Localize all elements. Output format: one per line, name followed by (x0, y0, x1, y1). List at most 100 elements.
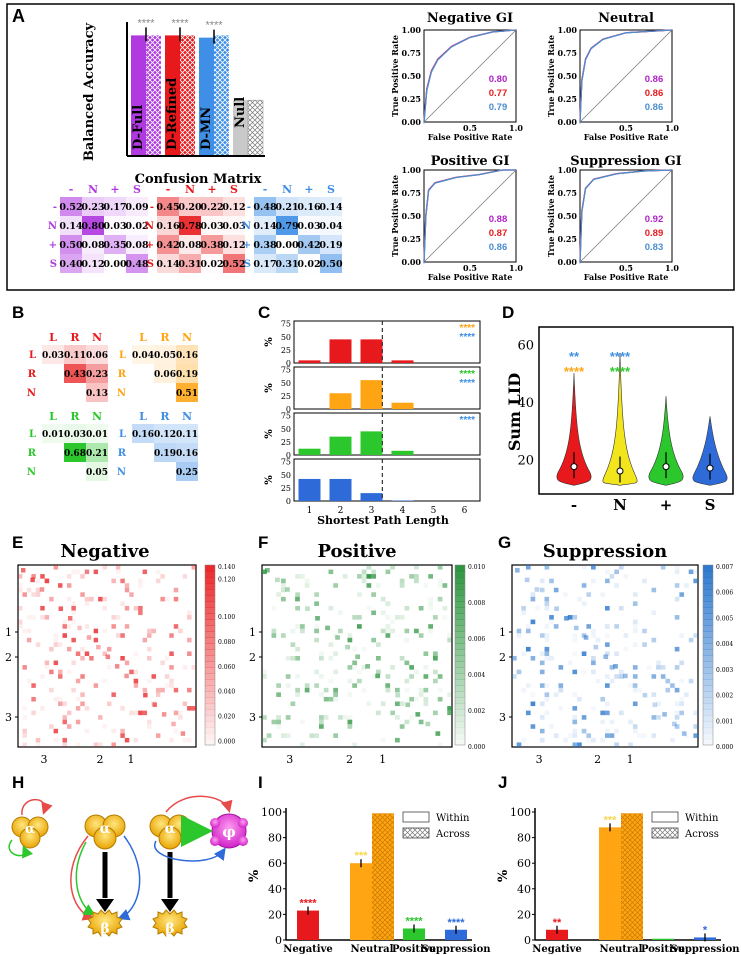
b-row-label: N (27, 388, 36, 399)
b-cell (86, 443, 108, 462)
heatmap-cell (674, 687, 680, 693)
d-xtick: - (571, 496, 577, 514)
heatmap-cell (525, 565, 531, 570)
significance: **** (447, 917, 465, 929)
heatmap-cell (414, 628, 419, 634)
heatmap-ytick: 2 (249, 651, 256, 664)
b-value: 0.11 (176, 430, 198, 440)
d-ytick: 60 (517, 338, 534, 353)
heatmap-cell (187, 651, 192, 656)
heatmap-cell (404, 678, 410, 684)
heatmap-cell (632, 624, 638, 629)
conf-value: 0.20 (178, 202, 202, 213)
violin-2 (648, 396, 684, 486)
heatmap-cell (66, 596, 72, 602)
conf-value: 0.22 (200, 202, 223, 213)
heatmap-cell (319, 656, 324, 661)
legend-within-label: Within (685, 813, 719, 824)
heatmap-cell (516, 628, 522, 634)
heatmap-cell (605, 605, 610, 611)
conf-value: 0.00 (275, 240, 299, 251)
heatmap-cell (591, 578, 596, 584)
heatmap-cell (191, 706, 196, 711)
heatmap-cell (40, 605, 45, 611)
conf-value: 0.03 (297, 221, 320, 232)
b-value: 0.12 (154, 430, 176, 440)
colorbar-segment (455, 667, 465, 674)
conf-cell (298, 197, 320, 216)
heatmap-diag-cell (21, 568, 26, 573)
heatmap-cell (319, 692, 324, 697)
heatmap-ytick: 3 (249, 711, 256, 724)
conf-cell (298, 235, 320, 254)
colorbar-segment (455, 685, 465, 692)
heatmap-cell (642, 642, 647, 647)
heatmap-ytick: 3 (499, 711, 506, 724)
heatmap-cell (605, 710, 610, 716)
ylabel: % (247, 869, 262, 882)
c-ytick: 0 (286, 359, 291, 368)
heatmap-cell (423, 583, 429, 588)
heatmap-cell (688, 569, 694, 575)
b-row-label: N (117, 388, 126, 399)
roc-ytick: 0.00 (402, 257, 422, 267)
conf-value: 0.78 (178, 221, 202, 232)
roc-auc: 0.77 (489, 88, 508, 99)
heatmap-cell (26, 615, 32, 620)
colorbar-segment (205, 565, 215, 572)
heatmap-cell (679, 660, 685, 666)
heatmap-cell (371, 637, 376, 643)
heatmap-diag-cell (375, 673, 381, 679)
conf-value: 0.14 (156, 259, 180, 270)
heatmap-cell (333, 633, 338, 638)
heatmap-cell (357, 592, 362, 597)
heatmap-cell (404, 628, 410, 634)
heatmap-cell (352, 615, 357, 620)
heatmap-diag-cell (622, 673, 628, 679)
heatmap-cell (642, 628, 647, 634)
conf-cell (201, 235, 223, 254)
heatmap-cell (75, 651, 81, 656)
heatmap-diag-cell (295, 596, 300, 602)
colorbar-segment (455, 571, 465, 578)
phi-label: φ (222, 823, 236, 841)
significance: *** (355, 850, 369, 862)
roc-xtick: 0.5 (619, 263, 633, 273)
roc-auc: 0.86 (645, 74, 664, 85)
b-value: 0.03 (42, 351, 64, 361)
heatmap-cell (591, 660, 596, 666)
colorbar-tick: 0.002 (468, 708, 485, 715)
b-value: 0.01 (42, 430, 64, 440)
colorbar-segment (455, 637, 465, 644)
conf-value: 0.38 (253, 240, 277, 251)
colorbar-segment (205, 613, 215, 620)
colorbar-segment (703, 619, 713, 626)
heatmap-cell (544, 646, 550, 652)
heatmap-cell (75, 742, 81, 747)
heatmap-cell (447, 710, 452, 716)
heatmap-cell (285, 683, 291, 688)
conf-value: 0.21 (275, 202, 298, 213)
heatmap-cell (187, 615, 192, 620)
heatmap-cell (656, 665, 661, 670)
heatmap-diag-cell (405, 702, 411, 708)
heatmap-cell (605, 633, 610, 638)
heatmap-cell (300, 719, 305, 725)
heatmap-cell (366, 701, 372, 707)
heatmap-cell (58, 674, 63, 679)
heatmap-cell (414, 696, 419, 702)
heatmap-cell (333, 583, 338, 588)
conf-cell (276, 216, 298, 235)
heatmap-cell (572, 706, 578, 711)
heatmap-cell (93, 628, 99, 634)
heatmap-cell (342, 574, 348, 579)
heatmap-cell (366, 605, 372, 611)
b-value: 0.43 (64, 370, 86, 380)
heatmap-cell (433, 678, 438, 684)
roc-title: Neutral (598, 11, 654, 26)
heatmap-cell (314, 637, 319, 643)
heatmap-cell (98, 742, 103, 747)
heatmap-cell (674, 710, 680, 716)
heatmap-cell (525, 628, 531, 634)
d-sig-top: **** (610, 349, 631, 364)
